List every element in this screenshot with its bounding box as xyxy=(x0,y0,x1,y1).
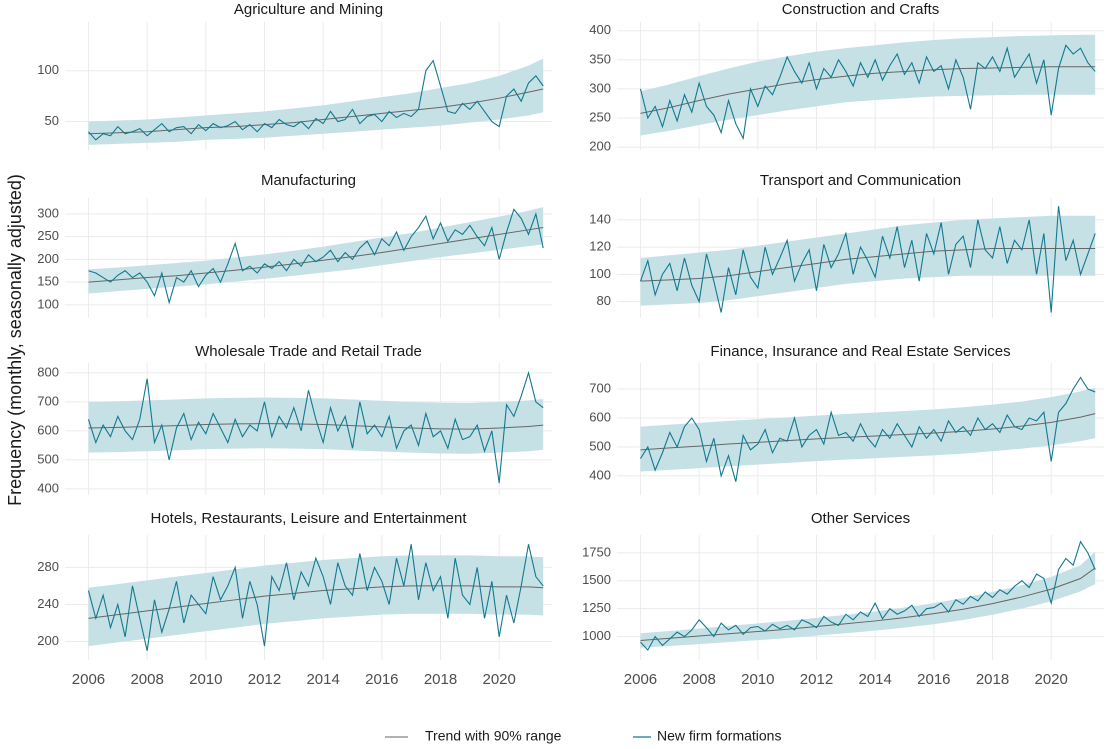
x-tick-label: 2010 xyxy=(189,671,222,688)
trend-line xyxy=(640,567,1096,641)
panel-title: Other Services xyxy=(811,510,910,527)
y-tick-label: 500 xyxy=(37,451,59,466)
x-tick-label: 2012 xyxy=(800,671,833,688)
panel-title: Agriculture and Mining xyxy=(234,1,383,18)
series-line xyxy=(640,540,1096,651)
y-tick-label: 300 xyxy=(37,205,59,220)
y-tick-label: 200 xyxy=(37,633,59,648)
y-tick-label: 1000 xyxy=(582,628,611,643)
panel-title: Hotels, Restaurants, Leisure and Enterta… xyxy=(150,510,467,527)
x-tick-label: 2012 xyxy=(248,671,281,688)
y-tick-label: 600 xyxy=(589,409,611,424)
band xyxy=(640,387,1096,472)
band xyxy=(88,397,544,454)
y-tick-label: 140 xyxy=(589,211,611,226)
x-tick-label: 2010 xyxy=(741,671,774,688)
legend-label: New firm formations xyxy=(657,728,781,744)
x-tick-label: 2008 xyxy=(130,671,163,688)
y-tick-label: 400 xyxy=(37,480,59,495)
series-line xyxy=(87,370,544,484)
y-tick-label: 100 xyxy=(37,296,59,311)
band xyxy=(640,551,1096,648)
band xyxy=(88,207,544,294)
y-tick-label: 200 xyxy=(37,251,59,266)
series-line xyxy=(640,376,1096,482)
y-tick-label: 120 xyxy=(589,239,611,254)
x-tick-label: 2018 xyxy=(976,671,1009,688)
x-tick-label: 2014 xyxy=(858,671,891,688)
y-tick-label: 250 xyxy=(589,109,611,124)
y-tick-label: 280 xyxy=(37,559,59,574)
y-tick-label: 50 xyxy=(45,113,59,128)
y-tick-label: 100 xyxy=(589,266,611,281)
y-tick-label: 400 xyxy=(589,467,611,482)
panel-title: Manufacturing xyxy=(261,172,356,189)
y-tick-label: 350 xyxy=(589,51,611,66)
y-tick-label: 250 xyxy=(37,228,59,243)
series-line xyxy=(639,206,1096,313)
y-tick-label: 600 xyxy=(37,422,59,437)
y-tick-label: 400 xyxy=(589,22,611,37)
panel-title: Construction and Crafts xyxy=(782,1,940,18)
x-tick-label: 2006 xyxy=(72,671,105,688)
series-line xyxy=(639,44,1096,141)
series-line xyxy=(88,59,544,141)
trend-line xyxy=(640,66,1096,114)
x-tick-label: 2016 xyxy=(917,671,950,688)
y-tick-label: 240 xyxy=(37,596,59,611)
x-tick-label: 2008 xyxy=(682,671,715,688)
trend-line xyxy=(640,413,1096,451)
panel-title: Finance, Insurance and Real Estate Servi… xyxy=(710,343,1010,360)
trend-line xyxy=(88,227,544,283)
y-tick-label: 300 xyxy=(589,80,611,95)
band xyxy=(88,555,544,647)
y-tick-label: 700 xyxy=(589,380,611,395)
band xyxy=(640,34,1096,136)
x-tick-label: 2014 xyxy=(306,671,339,688)
x-tick-label: 2020 xyxy=(1035,671,1068,688)
series-line xyxy=(88,208,544,305)
y-tick-label: 150 xyxy=(37,274,59,289)
y-tick-label: 200 xyxy=(589,139,611,154)
x-tick-label: 2020 xyxy=(483,671,516,688)
y-axis-title: Frequency (monthly, seasonally adjusted) xyxy=(5,174,25,506)
trend-line xyxy=(640,247,1096,282)
y-tick-label: 800 xyxy=(37,364,59,379)
band xyxy=(88,58,544,145)
x-tick-label: 2016 xyxy=(365,671,398,688)
trend-line xyxy=(88,423,544,430)
panel-title: Wholesale Trade and Retail Trade xyxy=(195,343,422,360)
legend-label: Trend with 90% range xyxy=(425,728,562,744)
trend-line xyxy=(88,88,544,135)
y-tick-label: 1750 xyxy=(582,544,611,559)
y-tick-label: 700 xyxy=(37,393,59,408)
series-line xyxy=(87,544,544,651)
y-tick-label: 80 xyxy=(597,293,611,308)
y-tick-label: 500 xyxy=(589,438,611,453)
x-tick-label: 2006 xyxy=(624,671,657,688)
y-tick-label: 1500 xyxy=(582,572,611,587)
y-tick-label: 1250 xyxy=(582,600,611,615)
y-tick-label: 100 xyxy=(37,62,59,77)
panel-title: Transport and Communication xyxy=(760,172,961,189)
x-tick-label: 2018 xyxy=(424,671,457,688)
